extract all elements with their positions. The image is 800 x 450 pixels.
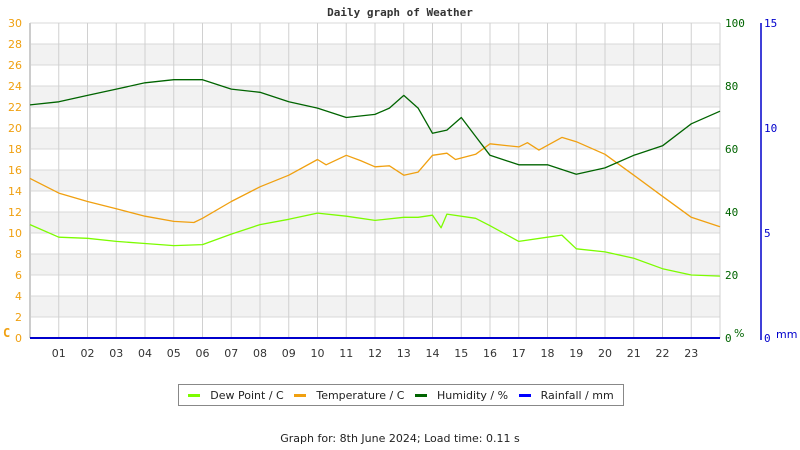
left-axis-tick: 4	[15, 290, 22, 303]
legend-item-rainfall: Rainfall / mm	[518, 388, 614, 402]
x-axis-tick: 11	[339, 347, 353, 360]
chart-title: Daily graph of Weather	[327, 6, 473, 19]
x-axis-tick: 09	[282, 347, 296, 360]
x-axis-tick: 17	[512, 347, 526, 360]
rainfall-axis-unit: mm	[776, 328, 797, 341]
left-axis-tick: 20	[8, 122, 22, 135]
x-axis-tick: 13	[397, 347, 411, 360]
dew-point-swatch	[188, 393, 201, 397]
left-axis-tick: 24	[8, 80, 22, 93]
humidity-axis-tick: 40	[725, 206, 738, 219]
legend-item-temperature: Temperature / C	[294, 389, 404, 402]
humidity-axis-tick: 0	[725, 332, 732, 345]
x-axis-tick: 04	[138, 347, 152, 360]
x-axis-tick: 14	[426, 347, 440, 360]
x-axis-tick: 15	[454, 347, 468, 360]
x-axis-tick: 16	[483, 347, 497, 360]
x-axis-tick: 20	[598, 347, 612, 360]
x-axis-tick: 19	[569, 347, 583, 360]
x-axis-tick: 05	[167, 347, 181, 360]
left-axis-tick: 28	[8, 38, 22, 51]
x-axis-tick: 08	[253, 347, 267, 360]
legend: Dew Point / C Temperature / C Humidity /…	[178, 384, 624, 406]
x-axis-tick: 07	[224, 347, 238, 360]
humidity-axis-tick: 60	[725, 143, 738, 156]
left-axis-tick: 22	[8, 101, 22, 114]
rainfall-axis-tick: 10	[764, 122, 777, 135]
x-axis-tick: 06	[196, 347, 210, 360]
rainfall-axis-tick: 5	[764, 227, 771, 240]
left-axis-tick: 2	[15, 311, 22, 324]
x-axis-tick: 02	[81, 347, 95, 360]
left-axis-unit: C	[3, 326, 10, 340]
legend-label: Humidity / %	[437, 388, 509, 402]
temperature-series-line	[29, 136, 721, 228]
left-axis-tick: 18	[8, 143, 22, 156]
humidity-series-line	[29, 79, 721, 175]
x-axis-tick: 12	[368, 347, 382, 360]
rainfall-swatch	[518, 393, 531, 397]
rainfall-axis-tick: 0	[764, 332, 771, 345]
rainfall-axis-tick: 15	[764, 17, 777, 30]
left-axis-tick: 14	[8, 185, 22, 198]
humidity-swatch	[415, 393, 428, 397]
x-axis-tick: 21	[627, 347, 641, 360]
legend-label: Dew Point / C	[210, 388, 284, 402]
footer-info: Graph for: 8th June 2024; Load time: 0.1…	[280, 432, 520, 445]
left-axis-tick: 10	[8, 227, 22, 240]
left-axis-tick: 6	[15, 269, 22, 282]
left-axis-tick: 30	[8, 17, 22, 30]
humidity-axis-tick: 20	[725, 269, 738, 282]
x-axis-tick: 03	[109, 347, 123, 360]
left-axis-tick: 0	[15, 332, 22, 345]
left-axis-tick: 16	[8, 164, 22, 177]
humidity-axis-tick: 100	[725, 17, 745, 30]
x-axis-tick: 23	[684, 347, 698, 360]
temperature-swatch	[294, 393, 307, 397]
legend-item-dew-point: Dew Point / C	[188, 388, 284, 402]
humidity-axis-unit: %	[734, 327, 744, 340]
left-axis-tick: 26	[8, 59, 22, 72]
dew-series-line	[29, 212, 721, 277]
x-axis-tick: 10	[311, 347, 325, 360]
legend-item-humidity: Humidity / %	[415, 389, 508, 402]
left-axis-tick: 12	[8, 206, 22, 219]
legend-label: Temperature / C	[316, 388, 405, 402]
left-axis-tick: 8	[15, 248, 22, 261]
humidity-axis-tick: 80	[725, 80, 738, 93]
x-axis-tick: 01	[52, 347, 66, 360]
x-axis-tick: 18	[541, 347, 555, 360]
x-axis-tick: 22	[656, 347, 670, 360]
legend-label: Rainfall / mm	[540, 388, 614, 402]
